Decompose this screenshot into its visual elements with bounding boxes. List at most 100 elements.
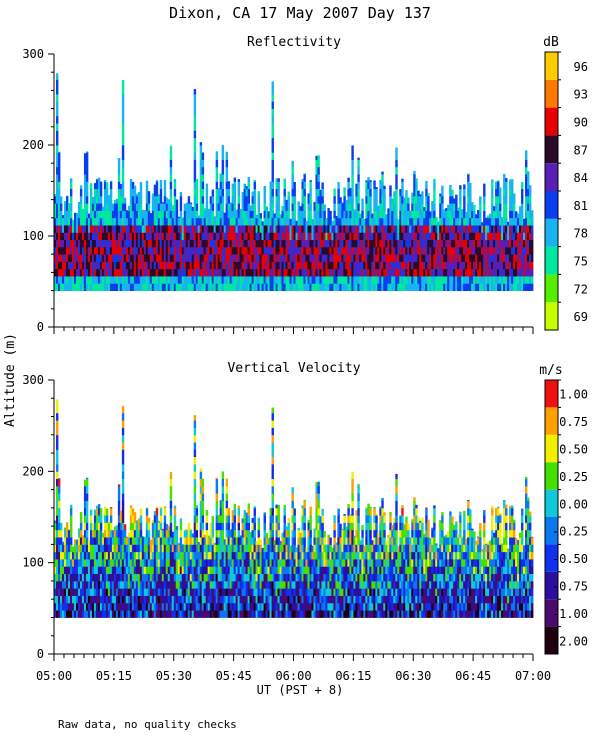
heatmap-cell bbox=[75, 602, 79, 611]
heatmap-cell bbox=[233, 537, 237, 545]
heatmap-cell bbox=[57, 566, 61, 575]
heatmap-cell bbox=[491, 225, 494, 233]
heatmap-cell bbox=[185, 261, 189, 270]
heatmap-cell bbox=[139, 283, 143, 291]
heatmap-cell bbox=[531, 217, 534, 226]
heatmap-cell bbox=[311, 219, 314, 226]
heatmap-cell bbox=[467, 254, 470, 262]
heatmap-cell bbox=[77, 602, 81, 611]
heatmap-cell bbox=[79, 602, 83, 611]
heatmap-cell bbox=[97, 595, 101, 604]
heatmap-cell bbox=[105, 544, 109, 553]
heatmap-cell bbox=[56, 276, 59, 284]
heatmap-cell bbox=[331, 220, 334, 226]
heatmap-cell bbox=[371, 246, 374, 255]
heatmap-cell bbox=[483, 239, 486, 248]
heatmap-cell bbox=[115, 239, 119, 248]
heatmap-cell bbox=[171, 239, 175, 248]
heatmap-cell bbox=[527, 225, 530, 233]
heatmap-cell bbox=[469, 276, 472, 284]
heatmap-cell bbox=[519, 261, 522, 270]
heatmap-cell bbox=[201, 595, 205, 604]
heatmap-cell bbox=[383, 225, 386, 233]
heatmap-cell bbox=[81, 239, 85, 248]
heatmap-cell bbox=[117, 573, 121, 582]
heatmap-cell bbox=[65, 195, 69, 197]
heatmap-cell bbox=[91, 588, 95, 596]
heatmap-cell bbox=[385, 261, 388, 270]
heatmap-cell bbox=[229, 261, 233, 270]
heatmap-cell bbox=[56, 145, 59, 153]
heatmap-cell bbox=[175, 232, 179, 241]
heatmap-cell bbox=[54, 210, 57, 219]
heatmap-cell bbox=[219, 551, 223, 560]
heatmap-cell bbox=[523, 276, 526, 284]
heatmap-cell bbox=[79, 185, 83, 190]
heatmap-cell bbox=[199, 537, 203, 545]
heatmap-cell bbox=[167, 602, 171, 611]
heatmap-cell bbox=[469, 254, 472, 262]
heatmap-cell bbox=[103, 559, 107, 567]
heatmap-cell bbox=[115, 246, 119, 255]
heatmap-cell bbox=[65, 573, 69, 582]
heatmap-cell bbox=[127, 254, 131, 262]
heatmap-cell bbox=[459, 203, 462, 211]
heatmap-cell bbox=[191, 254, 195, 262]
heatmap-cell bbox=[465, 268, 468, 277]
heatmap-cell bbox=[129, 195, 133, 204]
heatmap-cell bbox=[243, 203, 246, 211]
heatmap-cell bbox=[463, 283, 466, 291]
heatmap-cell bbox=[247, 595, 250, 604]
heatmap-cell bbox=[401, 210, 404, 219]
heatmap-cell bbox=[85, 217, 89, 226]
heatmap-cell bbox=[341, 217, 344, 226]
heatmap-cell bbox=[293, 182, 296, 190]
heatmap-cell bbox=[465, 232, 468, 241]
heatmap-cell bbox=[425, 232, 428, 241]
heatmap-cell bbox=[401, 203, 404, 211]
heatmap-cell bbox=[241, 246, 245, 255]
heatmap-cell bbox=[331, 225, 334, 233]
heatmap-cell bbox=[249, 276, 252, 284]
heatmap-cell bbox=[245, 588, 248, 596]
heatmap-cell bbox=[231, 246, 235, 255]
colorbar-label: 75 bbox=[574, 255, 588, 269]
heatmap-cell bbox=[85, 551, 89, 560]
heatmap-cell bbox=[217, 203, 221, 211]
heatmap-cell bbox=[253, 595, 256, 604]
heatmap-cell bbox=[379, 268, 382, 277]
heatmap-cell bbox=[109, 180, 113, 182]
heatmap-cell bbox=[105, 203, 109, 211]
heatmap-cell bbox=[129, 580, 133, 589]
heatmap-cell bbox=[103, 276, 107, 284]
heatmap-cell bbox=[59, 588, 63, 596]
heatmap-cell bbox=[373, 180, 376, 182]
heatmap-cell bbox=[163, 544, 167, 553]
heatmap-cell bbox=[429, 239, 432, 248]
heatmap-cell bbox=[209, 276, 213, 284]
heatmap-cell bbox=[99, 217, 103, 226]
heatmap-cell bbox=[149, 232, 153, 241]
heatmap-cell bbox=[229, 559, 233, 567]
heatmap-cell bbox=[291, 276, 294, 284]
heatmap-cell bbox=[223, 212, 227, 219]
heatmap-cell bbox=[287, 217, 290, 226]
heatmap-cell bbox=[131, 268, 135, 277]
heatmap-cell bbox=[379, 276, 382, 284]
heatmap-cell bbox=[423, 239, 426, 248]
heatmap-cell bbox=[56, 101, 59, 109]
heatmap-cell bbox=[97, 283, 101, 291]
heatmap-cell bbox=[389, 239, 392, 248]
heatmap-cell bbox=[259, 246, 262, 255]
heatmap-cell bbox=[505, 203, 508, 211]
heatmap-cell bbox=[57, 254, 61, 262]
heatmap-cell bbox=[369, 246, 372, 255]
heatmap-cell bbox=[223, 246, 227, 255]
heatmap-cell bbox=[143, 602, 147, 611]
heatmap-cell bbox=[147, 588, 151, 596]
heatmap-cell bbox=[85, 515, 89, 523]
heatmap-cell bbox=[117, 544, 121, 553]
heatmap-cell bbox=[235, 268, 239, 277]
heatmap-cell bbox=[193, 595, 197, 604]
heatmap-cell bbox=[301, 195, 304, 204]
